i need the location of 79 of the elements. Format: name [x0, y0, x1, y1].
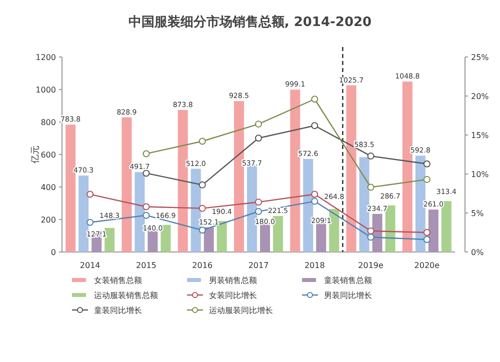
legend-label: 女装销售总额	[94, 276, 142, 285]
point	[198, 138, 206, 145]
bar	[385, 205, 396, 252]
legend-label: 男装同比增长	[324, 291, 372, 300]
bar	[303, 158, 314, 252]
bar	[415, 156, 426, 252]
point	[198, 226, 206, 234]
point	[423, 236, 430, 244]
y2-tick-label: 0%	[471, 248, 484, 257]
point	[198, 204, 206, 212]
point	[311, 198, 318, 205]
bar	[402, 82, 412, 252]
point	[255, 208, 262, 215]
point	[255, 134, 262, 142]
bar	[190, 168, 201, 252]
bar	[359, 157, 370, 252]
y-tick-label: 1000	[36, 86, 56, 94]
y-tick-label: 400	[40, 183, 56, 192]
point	[255, 120, 262, 128]
legend-label: 男装销售总额	[209, 276, 257, 285]
point	[423, 229, 430, 236]
x-tick-label: 2016	[192, 261, 213, 270]
point	[367, 234, 374, 241]
bar	[260, 222, 270, 252]
chart-title: 中国服装细分市场销售总额, 2014-2020	[128, 14, 372, 30]
y-tick-label: 800	[40, 118, 56, 127]
y2-tick-label: 20%	[471, 92, 490, 101]
bar	[104, 228, 115, 252]
x-tick-label: 2020e	[414, 261, 440, 270]
y2-tick-label: 5%	[471, 209, 484, 218]
bar	[78, 176, 89, 252]
legend-label: 童装同比增长	[94, 306, 142, 315]
point	[86, 218, 94, 226]
point	[423, 176, 430, 183]
y-axis-title: 亿元	[30, 146, 41, 164]
point	[255, 198, 262, 206]
bar	[428, 210, 438, 252]
y-tick-label: 200	[40, 216, 56, 224]
point	[198, 181, 206, 188]
point	[86, 190, 94, 198]
legend-label: 童装销售总额	[324, 276, 372, 285]
y2-tick-label: 10%	[471, 170, 490, 179]
point	[311, 122, 318, 130]
bar	[329, 208, 340, 252]
bar	[122, 117, 132, 252]
bar	[160, 224, 171, 252]
bar	[234, 101, 244, 252]
point	[423, 160, 430, 168]
x-tick-label: 2018	[304, 261, 325, 270]
y-tick-label: 1200	[36, 53, 56, 62]
y-tick-label: 0	[50, 248, 56, 257]
bar	[247, 164, 257, 252]
legend-label: 女装同比增长	[209, 291, 257, 300]
point	[367, 227, 374, 234]
y2-tick-label: 15%	[471, 131, 490, 140]
bar	[346, 85, 356, 252]
point	[142, 212, 150, 219]
bar	[134, 172, 145, 252]
point	[142, 170, 150, 177]
bar	[178, 110, 188, 252]
point	[311, 96, 318, 103]
x-tick-label: 2019e	[358, 261, 384, 270]
point	[311, 190, 318, 198]
bar	[273, 216, 283, 252]
point	[142, 203, 150, 210]
x-tick-label: 2017	[248, 261, 269, 270]
bar	[204, 227, 214, 252]
point	[142, 150, 150, 158]
legend-label: 运动服装销售总额	[94, 291, 158, 300]
point	[367, 184, 374, 191]
bar	[441, 201, 452, 252]
y-tick-label: 600	[40, 150, 56, 160]
y2-tick-label: 25%	[471, 53, 490, 62]
x-tick-label: 2014	[80, 261, 100, 270]
x-tick-label: 2015	[136, 261, 156, 270]
point	[367, 152, 374, 160]
bar	[290, 90, 300, 252]
legend-label: 运动服装同比增长	[209, 306, 273, 315]
bar	[216, 221, 227, 252]
